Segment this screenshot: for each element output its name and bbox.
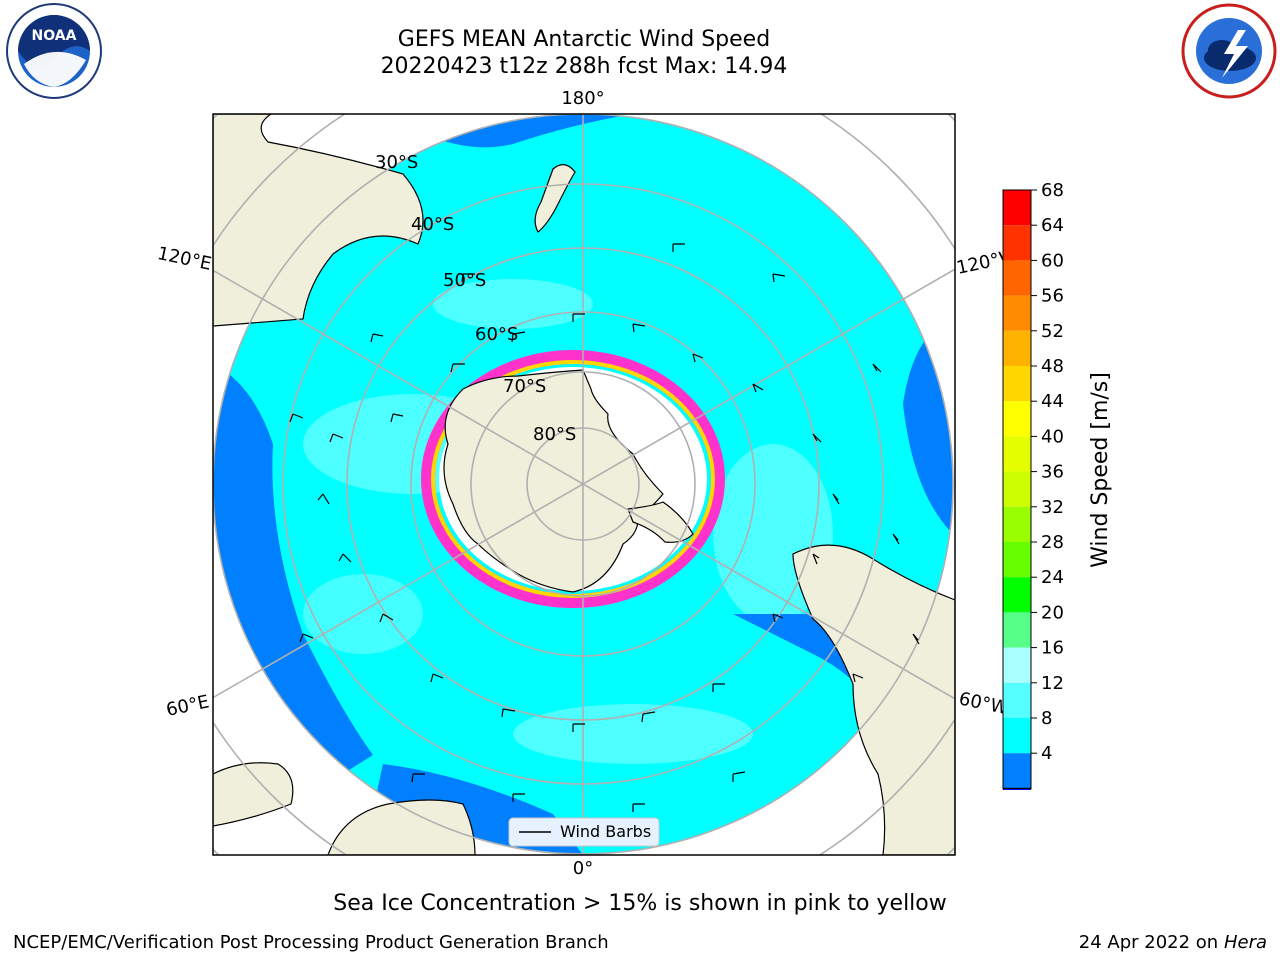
graticule	[213, 114, 955, 855]
map-frame	[212, 113, 956, 856]
wind-barbs	[289, 243, 920, 812]
caption: Sea Ice Concentration > 15% is shown in …	[333, 891, 947, 916]
colorbar-tick-label: 56	[1041, 286, 1064, 307]
colorbar-tick-label: 24	[1041, 567, 1064, 588]
chart-subtitle: 20220423 t12z 288h fcst Max: 14.94	[380, 54, 788, 79]
colorbar-cells	[1002, 189, 1032, 790]
colorbar-tick-label: 36	[1041, 462, 1064, 483]
legend-label: Wind Barbs	[560, 822, 651, 841]
footer-credit: NCEP/EMC/Verification Post Processing Pr…	[13, 932, 609, 953]
colorbar-tick-label: 60	[1041, 250, 1064, 271]
colorbar-tick-label: 64	[1041, 215, 1064, 236]
colorbar-cell	[1003, 366, 1031, 402]
lon-label-120e: 120°E	[155, 243, 213, 275]
colorbar-cell	[1003, 753, 1031, 789]
legend: Wind Barbs	[508, 817, 660, 847]
nws-logo	[1181, 3, 1277, 99]
colorbar-cell	[1003, 401, 1031, 437]
colorbar: 68 64 60 56 52 48 44 40 36 32 28 24 20 16 12 8 4 Wind Sp…	[1002, 180, 1113, 790]
colorbar-cell	[1003, 506, 1031, 542]
polar-map: 30°S 40°S 50°S 60°S 70°S 80°S Wind Barbs…	[155, 88, 1019, 879]
colorbar-cell	[1003, 542, 1031, 578]
noaa-logo-text: NOAA	[32, 28, 77, 44]
land-new-zealand	[534, 164, 576, 233]
colorbar-tick-label: 28	[1041, 532, 1064, 553]
colorbar-tick-label: 16	[1041, 638, 1064, 659]
lat-label-60s: 60°S	[475, 324, 518, 345]
colorbar-cell	[1003, 330, 1031, 366]
colorbar-tick-label: 32	[1041, 497, 1064, 518]
footer-host: Hera	[1223, 932, 1267, 953]
colorbar-tick-label: 48	[1041, 356, 1064, 377]
sea-ice-edge	[421, 350, 725, 608]
lon-label-0: 0°	[573, 858, 593, 879]
lat-label-30s: 30°S	[375, 152, 418, 173]
colorbar-cell	[1003, 647, 1031, 683]
colorbar-tick-label: 12	[1041, 673, 1064, 694]
lat-label-40s: 40°S	[411, 214, 454, 235]
colorbar-cell	[1003, 577, 1031, 613]
land-madagascar	[213, 762, 294, 827]
colorbar-cell	[1003, 612, 1031, 648]
lon-label-60e: 60°E	[164, 691, 211, 721]
colorbar-cell	[1003, 436, 1031, 472]
colorbar-cell	[1003, 225, 1031, 261]
colorbar-frame	[1002, 189, 1032, 789]
colorbar-cell	[1003, 295, 1031, 331]
colorbar-tick-label: 52	[1041, 321, 1064, 342]
land-antarctic-peninsula	[627, 501, 694, 543]
colorbar-tick-label: 8	[1041, 708, 1052, 729]
colorbar-tick-label: 20	[1041, 602, 1064, 623]
colorbar-tick-label: 40	[1041, 426, 1064, 447]
colorbar-cell	[1003, 260, 1031, 296]
colorbar-ticks: 68 64 60 56 52 48 44 40 36 32 28 24 20 16 12 8 4	[1031, 180, 1064, 764]
colorbar-tick-label: 4	[1041, 743, 1052, 764]
colorbar-cell	[1003, 471, 1031, 507]
chart-title: GEFS MEAN Antarctic Wind Speed	[397, 27, 771, 52]
colorbar-tick-label: 44	[1041, 391, 1064, 412]
colorbar-tick-label: 68	[1041, 180, 1064, 201]
colorbar-cell	[1003, 190, 1031, 226]
footer-date: 24 Apr 2022 on Hera	[1079, 932, 1267, 953]
footer-date-text: 24 Apr 2022 on	[1078, 932, 1224, 953]
noaa-logo: NOAA	[6, 3, 102, 99]
lat-label-70s: 70°S	[503, 376, 546, 397]
colorbar-cell	[1003, 682, 1031, 718]
lon-label-180: 180°	[561, 88, 604, 109]
lat-label-80s: 80°S	[533, 424, 576, 445]
colorbar-label: Wind Speed [m/s]	[1088, 372, 1113, 568]
colorbar-cell	[1003, 718, 1031, 754]
lat-label-50s: 50°S	[443, 270, 486, 291]
